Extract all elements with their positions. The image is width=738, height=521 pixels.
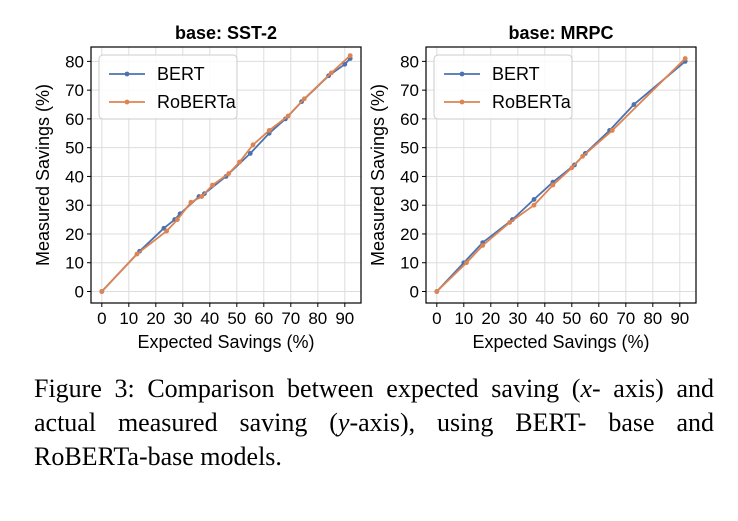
legend-label: BERT xyxy=(492,64,540,84)
x-tick-label: 70 xyxy=(281,309,300,328)
y-tick-label: 60 xyxy=(400,110,419,129)
data-point-roberta xyxy=(464,260,469,266)
data-point-roberta xyxy=(199,194,205,199)
data-point-roberta xyxy=(134,251,140,257)
x-tick-label: 80 xyxy=(308,309,327,328)
x-tick-label: 50 xyxy=(227,309,246,328)
data-point-roberta xyxy=(266,128,272,133)
y-axis-label: Measured Savings (%) xyxy=(368,84,388,266)
x-tick-label: 90 xyxy=(335,309,354,328)
data-point-roberta xyxy=(164,228,170,234)
data-point-bert xyxy=(342,61,348,67)
data-point-roberta xyxy=(609,128,615,133)
legend-box xyxy=(98,54,238,120)
legend-swatch-marker xyxy=(124,71,130,77)
legend-label: BERT xyxy=(157,64,205,84)
x-tick-label: 30 xyxy=(508,309,527,328)
legend-swatch-marker xyxy=(124,99,130,105)
y-tick-label: 50 xyxy=(400,139,419,158)
x-axis-label: Expected Savings (%) xyxy=(472,332,649,352)
y-axis-label: Measured Savings (%) xyxy=(33,84,53,266)
y-tick-label: 70 xyxy=(400,81,419,100)
chart-canvas: 0 10 20 30 40 50 60 70 80 90 0 10 20 30 40 50 60 70 80 base… xyxy=(33,23,697,352)
data-point-roberta xyxy=(328,70,334,76)
data-point-roberta xyxy=(480,243,486,248)
data-point-roberta xyxy=(434,289,440,294)
data-point-roberta xyxy=(210,182,215,188)
data-point-roberta xyxy=(301,96,307,102)
x-tick-label: 40 xyxy=(535,309,554,328)
y-tick-label: 30 xyxy=(400,196,419,215)
data-point-roberta xyxy=(285,113,291,119)
y-tick-label: 50 xyxy=(65,139,84,158)
y-tick-label: 80 xyxy=(400,52,419,71)
y-tick-label: 30 xyxy=(65,196,84,215)
data-point-bert xyxy=(531,197,537,202)
y-tick-label: 20 xyxy=(400,225,419,244)
x-tick-label: 20 xyxy=(481,309,500,328)
data-point-roberta xyxy=(550,182,556,188)
x-tick-label: 30 xyxy=(173,309,192,328)
series-line-roberta xyxy=(436,57,686,293)
x-tick-label: 20 xyxy=(146,309,165,328)
y-tick-label: 10 xyxy=(400,254,419,273)
caption-text: - xyxy=(592,374,601,403)
data-point-roberta xyxy=(99,289,105,294)
data-point-roberta xyxy=(250,142,256,148)
y-tick-label: 70 xyxy=(65,81,84,100)
data-point-roberta xyxy=(569,165,575,171)
data-point-roberta xyxy=(580,153,585,159)
x-tick-label: 0 xyxy=(432,309,441,328)
legend-box xyxy=(433,54,573,120)
caption-y-var: y xyxy=(337,408,350,437)
x-tick-label: 10 xyxy=(119,309,138,328)
data-point-roberta xyxy=(175,217,180,222)
data-point-roberta xyxy=(507,220,513,225)
x-tick-label: 70 xyxy=(616,309,635,328)
legend-swatch-marker xyxy=(459,71,465,77)
legend-label: RoBERTa xyxy=(157,92,237,112)
caption-text: axis) and actual measured saving ( xyxy=(34,374,714,437)
x-tick-label: 10 xyxy=(454,309,473,328)
y-tick-label: 10 xyxy=(65,254,84,273)
x-tick-label: 40 xyxy=(200,309,219,328)
data-point-roberta xyxy=(188,199,194,205)
figure: 0 10 20 30 40 50 60 70 80 90 0 10 20 30 40 50 60 70 80 base… xyxy=(33,23,697,352)
legend-swatch-marker xyxy=(459,99,465,105)
y-tick-label: 60 xyxy=(65,110,84,129)
y-tick-label: 0 xyxy=(410,282,419,301)
x-tick-label: 80 xyxy=(643,309,662,328)
x-tick-label: 90 xyxy=(670,309,689,328)
y-tick-label: 40 xyxy=(65,167,84,186)
data-point-roberta xyxy=(347,53,353,59)
caption-text: base and RoBERTa-base models. xyxy=(34,408,715,471)
caption-x-var: x xyxy=(580,374,592,403)
plot-frame xyxy=(425,46,697,304)
figure-caption: Figure 3: Comparison between expected sa… xyxy=(34,372,714,474)
data-point-roberta xyxy=(682,56,688,61)
caption-text: -axis), using BERT- xyxy=(349,408,587,437)
x-tick-label: 60 xyxy=(254,309,273,328)
y-tick-label: 0 xyxy=(75,282,84,301)
data-point-roberta xyxy=(237,159,242,165)
y-tick-label: 20 xyxy=(65,225,84,244)
x-tick-label: 0 xyxy=(97,309,106,328)
x-tick-label: 60 xyxy=(589,309,608,328)
plot-frame xyxy=(90,46,362,304)
caption-text: Figure 3: Comparison between expected sa… xyxy=(34,374,581,403)
x-axis-label: Expected Savings (%) xyxy=(137,332,314,352)
chart-title: base: SST-2 xyxy=(175,23,277,43)
x-tick-label: 50 xyxy=(562,309,581,328)
y-tick-label: 80 xyxy=(65,52,84,71)
data-point-bert xyxy=(631,102,637,107)
data-point-roberta xyxy=(531,202,537,208)
data-point-roberta xyxy=(226,171,232,176)
chart-title: base: MRPC xyxy=(508,23,613,43)
y-tick-label: 40 xyxy=(400,167,419,186)
legend-label: RoBERTa xyxy=(492,92,572,112)
data-point-bert xyxy=(247,151,253,156)
